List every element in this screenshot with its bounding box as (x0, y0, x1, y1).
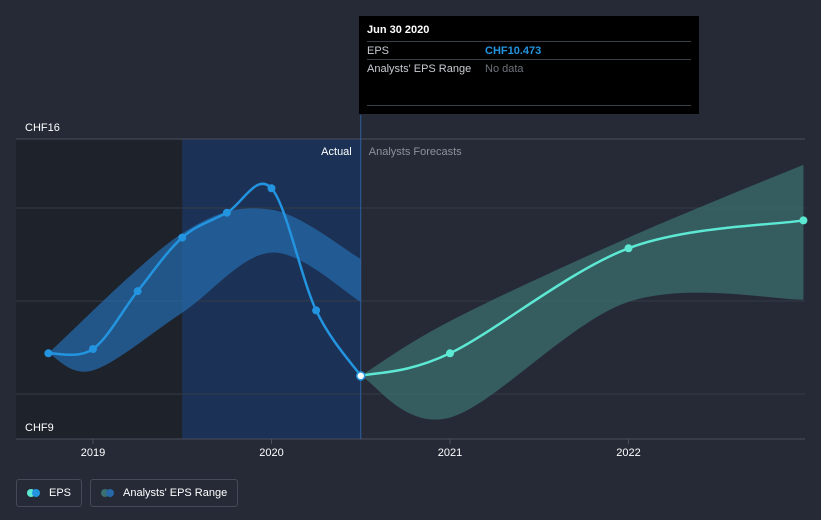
eps-point[interactable] (133, 287, 142, 296)
eps-point[interactable] (178, 233, 187, 242)
x-tick-label: 2021 (438, 447, 462, 459)
legend: EPS Analysts' EPS Range (16, 479, 239, 507)
x-tick-label: 2020 (259, 447, 283, 459)
x-tick-label: 2022 (616, 447, 640, 459)
legend-eps-label: EPS (49, 487, 72, 499)
eps-point[interactable] (44, 349, 53, 358)
forecast-eps-range-area (360, 164, 804, 420)
tooltip-range-row: Analysts' EPS Range No data (367, 59, 691, 77)
tooltip-divider (367, 105, 691, 106)
tooltip-eps-row: EPS CHF10.473 (367, 41, 691, 59)
tooltip-date: Jun 30 2020 (367, 24, 430, 36)
forecast-eps-point[interactable] (799, 216, 808, 225)
x-tick-label: 2019 (81, 447, 105, 459)
actual-section-label: Actual (321, 146, 352, 158)
eps-point[interactable] (222, 208, 231, 217)
forecast-section-label: Analysts Forecasts (369, 146, 462, 158)
actual-eps-range-area (48, 208, 361, 372)
tooltip-range-value: No data (485, 62, 524, 75)
eps-point[interactable] (89, 345, 97, 353)
eps-point[interactable] (356, 371, 366, 381)
tooltip-eps-label: EPS (367, 44, 390, 57)
eps-point[interactable] (312, 306, 321, 315)
range-legend-icon (101, 489, 117, 497)
forecast-eps-line[interactable] (360, 219, 804, 378)
tooltip: Jun 30 2020 EPS CHF10.473 Analysts' EPS … (359, 16, 699, 114)
tooltip-range-label: Analysts' EPS Range (367, 62, 472, 75)
forecast-eps-point[interactable] (624, 244, 633, 253)
legend-eps-button[interactable]: EPS (16, 479, 83, 507)
legend-range-label: Analysts' EPS Range (123, 487, 228, 499)
forecast-eps-point[interactable] (446, 349, 454, 358)
y-axis-top-label: CHF16 (25, 122, 60, 134)
eps-legend-icon (27, 489, 43, 497)
tooltip-eps-value: CHF10.473 (485, 44, 542, 57)
eps-line[interactable] (48, 182, 362, 377)
y-axis-bottom-label: CHF9 (25, 422, 54, 434)
legend-range-button[interactable]: Analysts' EPS Range (90, 479, 239, 507)
eps-point[interactable] (267, 184, 276, 193)
gridlines (16, 138, 805, 440)
